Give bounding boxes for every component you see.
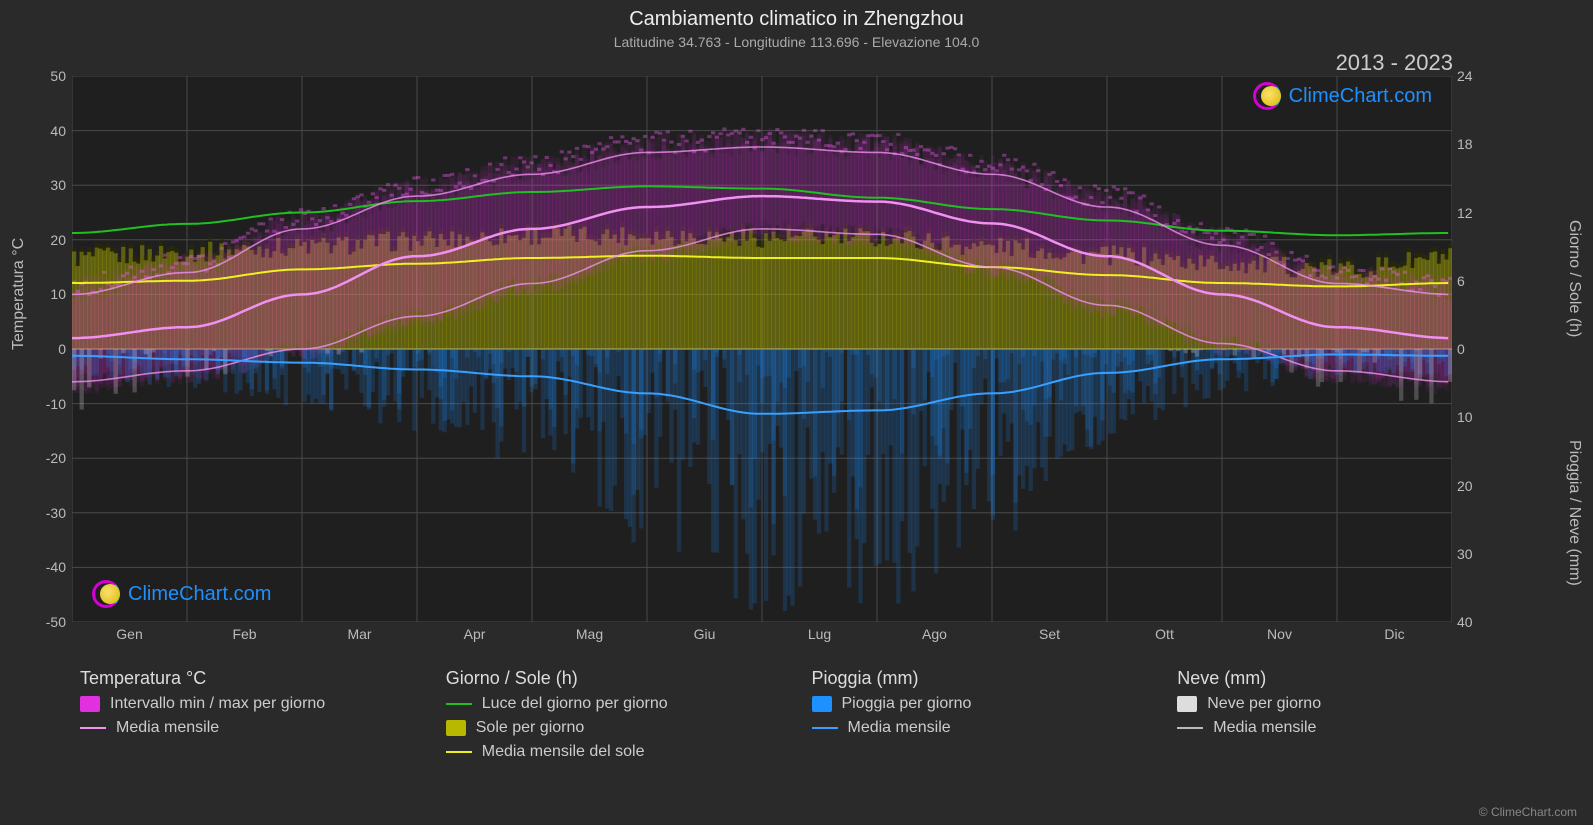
legend-label: Intervallo min / max per giorno	[110, 695, 325, 713]
x-tick: Ott	[1155, 626, 1174, 642]
x-tick: Lug	[808, 626, 831, 642]
x-tick: Nov	[1267, 626, 1292, 642]
legend-swatch-icon	[80, 696, 100, 712]
legend-item: Luce del giorno per giorno	[446, 695, 802, 713]
y-tick-left: -30	[36, 505, 66, 521]
x-tick: Set	[1039, 626, 1060, 642]
watermark-text: ClimeChart.com	[1289, 85, 1432, 108]
y-tick-left: 50	[36, 68, 66, 84]
logo-icon	[92, 580, 120, 608]
year-range: 2013 - 2023	[1336, 50, 1453, 76]
legend-swatch-icon	[446, 720, 466, 736]
legend-label: Media mensile	[1213, 719, 1316, 737]
logo-icon	[1253, 82, 1281, 110]
legend-column: Giorno / Sole (h) Luce del giorno per gio…	[446, 668, 802, 767]
watermark-bottom: ClimeChart.com	[92, 580, 271, 608]
x-ticks: Gen Feb Mar Apr Mag Giu Lug Ago Set Ott Nov Dic	[72, 626, 1452, 650]
y-tick-left: 20	[36, 232, 66, 248]
legend-line-icon	[80, 727, 106, 729]
legend-swatch-icon	[1177, 696, 1197, 712]
y-axis-right-label-bot: Pioggia / Neve (mm)	[1565, 440, 1583, 586]
plot-area: ClimeChart.com ClimeChart.com	[72, 76, 1452, 622]
legend-label: Media mensile del sole	[482, 743, 645, 761]
legend-line-icon	[446, 703, 472, 705]
x-tick: Mar	[347, 626, 371, 642]
y-tick-left: -10	[36, 396, 66, 412]
y-axis-left-label: Temperatura °C	[10, 238, 28, 350]
plot-svg	[72, 76, 1452, 622]
climate-chart: Cambiamento climatico in Zhengzhou Latit…	[0, 0, 1593, 825]
y-tick-right: 40	[1457, 614, 1485, 630]
legend-column: Neve (mm) Neve per giorno Media mensile	[1177, 668, 1533, 767]
y-tick-right: 0	[1457, 341, 1485, 357]
y-tick-right: 30	[1457, 546, 1485, 562]
legend-item: Neve per giorno	[1177, 695, 1533, 713]
legend-label: Media mensile	[116, 719, 219, 737]
legend-item: Intervallo min / max per giorno	[80, 695, 436, 713]
y-tick-left: -20	[36, 450, 66, 466]
x-tick: Giu	[694, 626, 716, 642]
y-tick-left: 10	[36, 286, 66, 302]
legend-item: Media mensile del sole	[446, 743, 802, 761]
y-tick-right: 18	[1457, 136, 1485, 152]
legend-heading: Giorno / Sole (h)	[446, 668, 802, 689]
x-tick: Mag	[576, 626, 603, 642]
x-tick: Feb	[232, 626, 256, 642]
y-tick-right: 6	[1457, 273, 1485, 289]
y-ticks-right: 2418126010203040	[1457, 76, 1485, 622]
legend-swatch-icon	[812, 696, 832, 712]
watermark-text: ClimeChart.com	[128, 583, 271, 606]
legend-item: Media mensile	[1177, 719, 1533, 737]
legend-label: Media mensile	[848, 719, 951, 737]
legend-line-icon	[812, 727, 838, 729]
legend-line-icon	[446, 751, 472, 753]
legend-label: Sole per giorno	[476, 719, 585, 737]
legend-heading: Pioggia (mm)	[812, 668, 1168, 689]
y-tick-left: 0	[36, 341, 66, 357]
x-tick: Dic	[1384, 626, 1404, 642]
legend: Temperatura °C Intervallo min / max per g…	[80, 668, 1533, 767]
y-tick-right: 12	[1457, 205, 1485, 221]
legend-item: Media mensile	[812, 719, 1168, 737]
legend-item: Pioggia per giorno	[812, 695, 1168, 713]
y-ticks-left: 50403020100-10-20-30-40-50	[36, 76, 66, 622]
y-tick-left: 40	[36, 123, 66, 139]
x-tick: Gen	[116, 626, 142, 642]
legend-item: Sole per giorno	[446, 719, 802, 737]
x-tick: Ago	[922, 626, 947, 642]
watermark-top: ClimeChart.com	[1253, 82, 1432, 110]
legend-heading: Neve (mm)	[1177, 668, 1533, 689]
legend-line-icon	[1177, 727, 1203, 729]
y-tick-left: 30	[36, 177, 66, 193]
legend-label: Neve per giorno	[1207, 695, 1321, 713]
y-tick-left: -40	[36, 559, 66, 575]
y-tick-right: 24	[1457, 68, 1485, 84]
legend-heading: Temperatura °C	[80, 668, 436, 689]
x-tick: Apr	[464, 626, 486, 642]
chart-subtitle: Latitudine 34.763 - Longitudine 113.696 …	[0, 34, 1593, 50]
legend-column: Pioggia (mm) Pioggia per giorno Media mens…	[812, 668, 1168, 767]
y-tick-right: 20	[1457, 478, 1485, 494]
legend-item: Media mensile	[80, 719, 436, 737]
y-tick-left: -50	[36, 614, 66, 630]
y-axis-right-label-top: Giorno / Sole (h)	[1565, 220, 1583, 337]
y-tick-right: 10	[1457, 409, 1485, 425]
legend-label: Pioggia per giorno	[842, 695, 972, 713]
legend-label: Luce del giorno per giorno	[482, 695, 668, 713]
legend-column: Temperatura °C Intervallo min / max per g…	[80, 668, 436, 767]
copyright: © ClimeChart.com	[1479, 805, 1577, 819]
chart-title: Cambiamento climatico in Zhengzhou	[0, 8, 1593, 31]
